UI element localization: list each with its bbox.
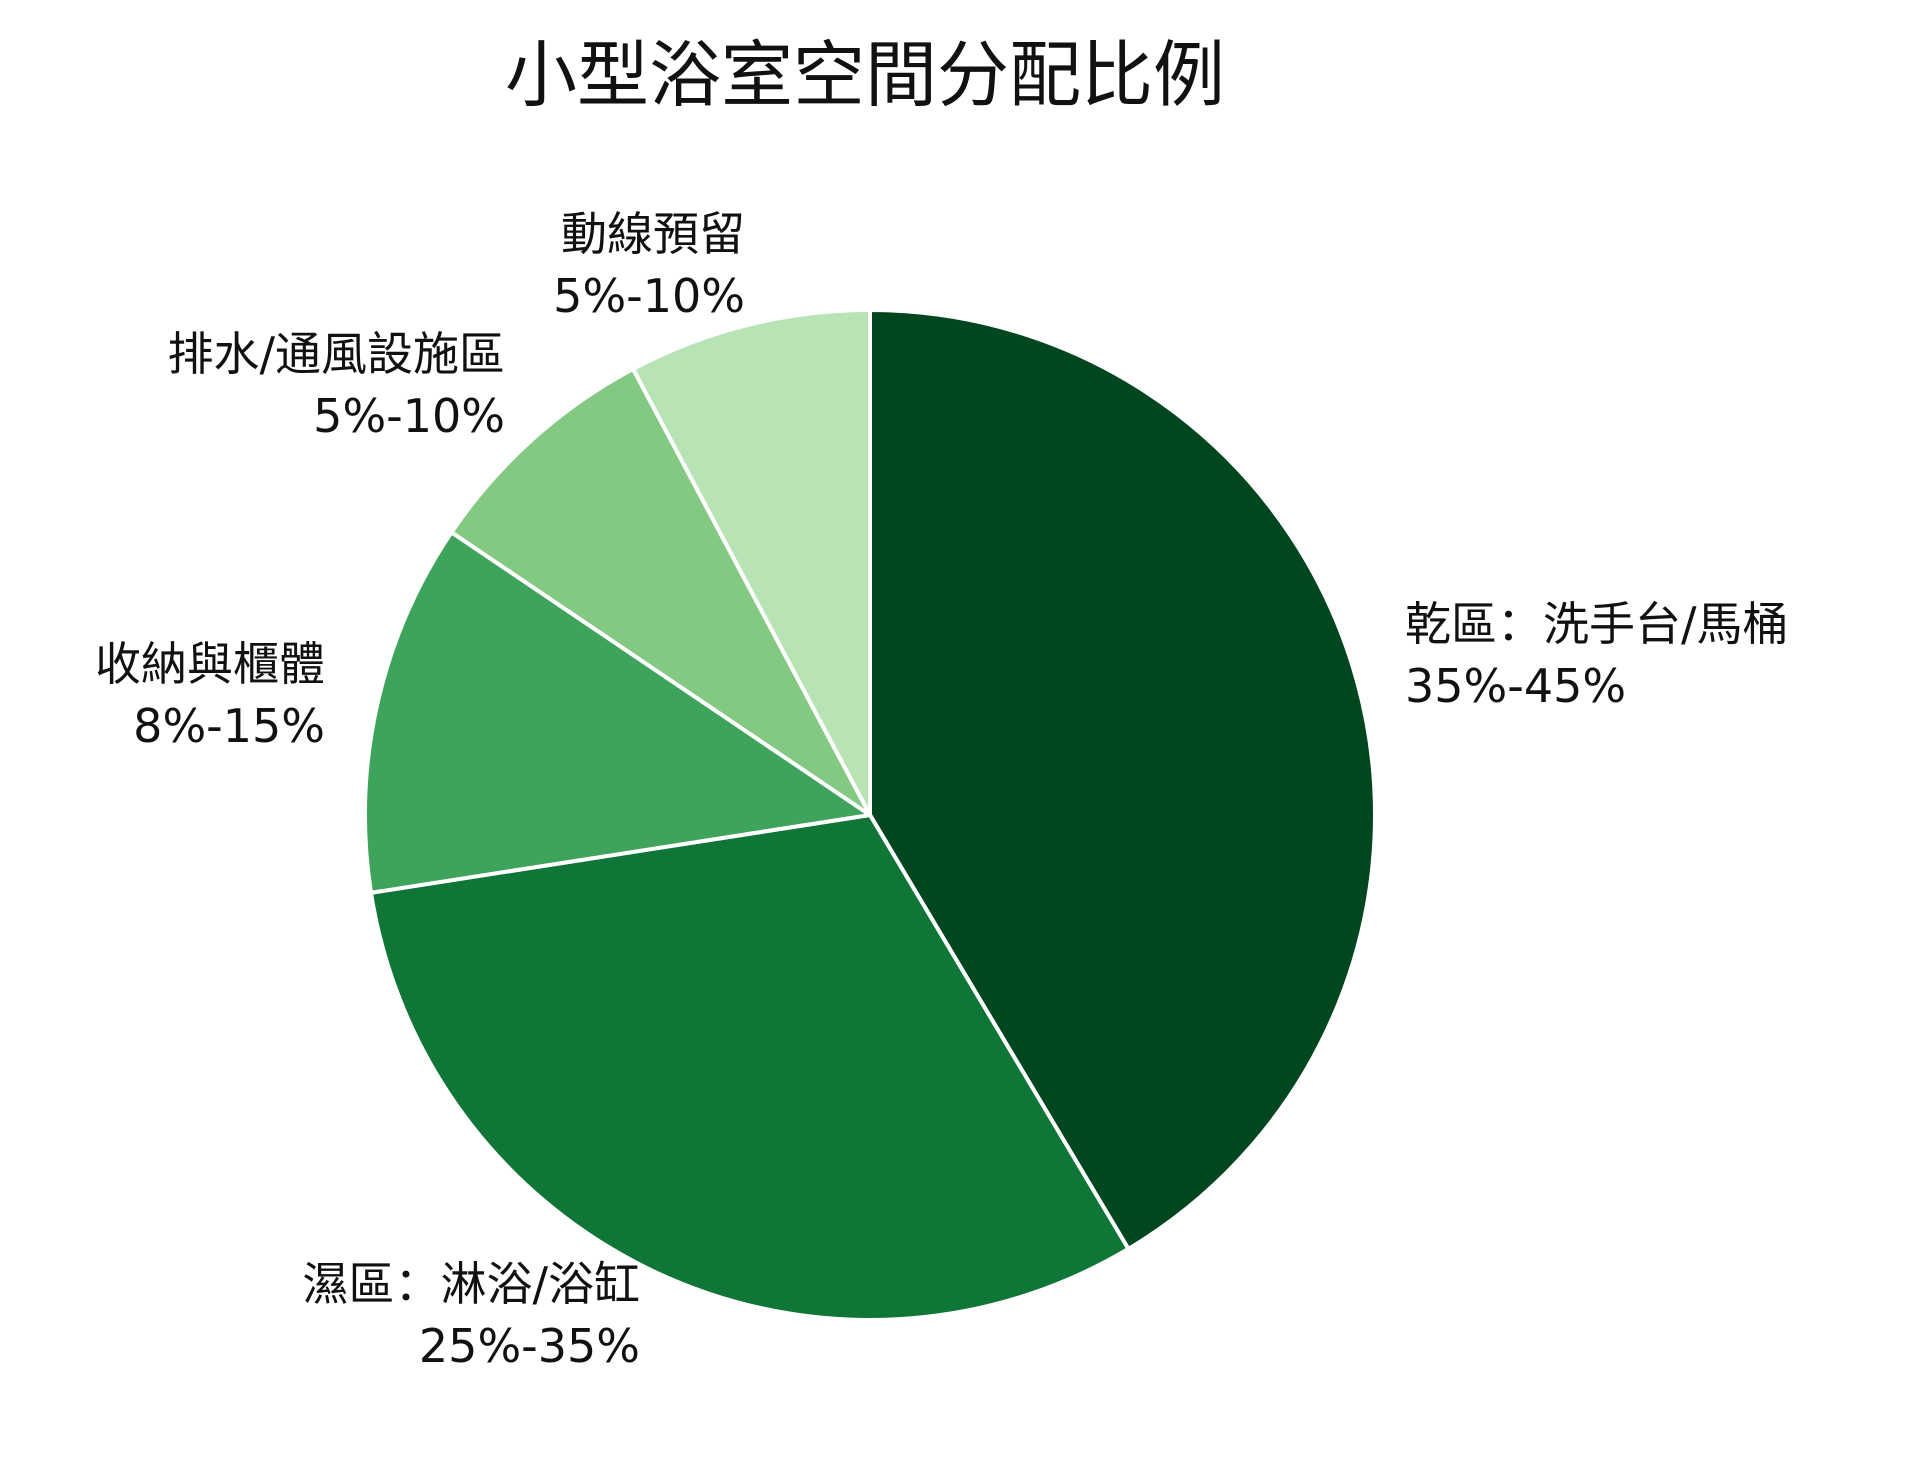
pie-slice [363,530,872,895]
slice-range-label: 8%-15% [133,699,325,753]
chart-title: 小型浴室空間分配比例 [505,33,1225,117]
slice-label: 收納與櫃體 [95,637,325,691]
pie-slice [449,367,872,817]
slice-label: 濕區：淋浴/浴缸 [303,1257,641,1311]
slice-range-label: 35%-45% [1405,659,1626,713]
slice-label: 動線預留 [561,207,745,261]
pie-slice [868,308,1377,1251]
slice-label: 乾區：洗手台/馬桶 [1405,597,1789,651]
slice-range-label: 5%-10% [553,269,745,323]
slice-range-label: 5%-10% [313,389,505,443]
slice-range-label: 25%-35% [419,1319,640,1373]
pie-slice [369,813,1131,1322]
pie-slice [631,308,872,817]
slice-label: 排水/通風設施區 [168,327,506,381]
